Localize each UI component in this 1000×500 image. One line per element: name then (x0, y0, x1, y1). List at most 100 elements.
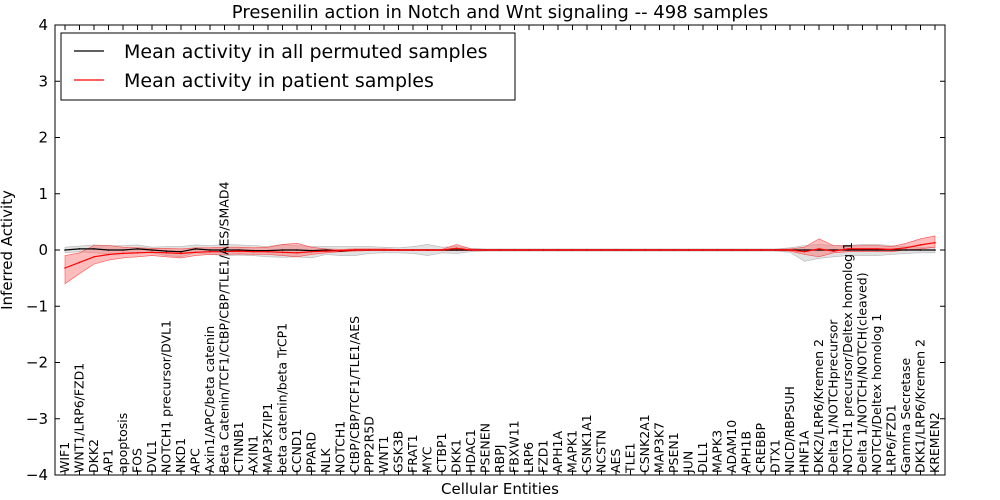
x-tick-label: KREMEN2 (927, 412, 942, 473)
series-1-point (644, 249, 646, 251)
series-0-point (803, 249, 806, 251)
x-tick-label: ADAM10 (724, 420, 739, 473)
x-tick-label: AXIN1 (246, 435, 261, 473)
series-0-point (919, 249, 922, 251)
legend-label-permuted: Mean activity in all permuted samples (124, 41, 487, 63)
series-1-point (93, 255, 95, 258)
series-1-point (934, 241, 936, 244)
x-tick-label: NOTCH1 precursor/Deltex homolog 1 (840, 242, 855, 473)
y-tick-label: 2 (38, 129, 48, 147)
series-1-point (64, 267, 66, 269)
series-1-point (513, 249, 516, 251)
x-tick-label: PPARD (304, 432, 319, 473)
series-0-point (78, 248, 81, 250)
series-1-point (441, 249, 443, 251)
x-tick-label: FZD1 (536, 440, 551, 473)
x-axis-label: Cellular Entities (441, 480, 559, 498)
series-1-point (455, 247, 458, 250)
series-1-point (687, 249, 690, 251)
y-tick-label: −4 (26, 466, 48, 484)
x-tick-label: Delta 1/NOTCH/NOTCH(cleaved) (855, 272, 870, 473)
series-0-point (238, 249, 240, 251)
series-1-point (716, 249, 719, 251)
x-tick-label: LRP6 (521, 442, 536, 473)
series-1-point (397, 249, 400, 251)
series-0-point (209, 249, 211, 251)
x-tick-label: AP1 (101, 449, 116, 473)
x-tick-label: WIF1 (57, 442, 72, 473)
series-1-point (731, 249, 733, 251)
series-0-point (223, 249, 226, 251)
x-tick-label: WNT1 (376, 436, 391, 473)
series-1-point (354, 249, 356, 251)
x-tick-label: PPP2R5D (362, 416, 377, 473)
x-tick-label: CSNK1A1 (579, 414, 594, 473)
series-1-point (470, 249, 472, 251)
series-0-point (818, 249, 820, 251)
series-1-point (238, 250, 240, 252)
x-tick-label: CCND1 (289, 429, 304, 473)
y-tick-label: 1 (38, 185, 48, 203)
series-1-point (774, 249, 777, 251)
line-layer (64, 241, 936, 269)
series-1-point (919, 244, 922, 246)
series-0-point (107, 249, 110, 251)
y-tick-label: 3 (38, 72, 48, 90)
series-0-point (151, 249, 153, 251)
y-tick-label: 4 (38, 16, 48, 34)
y-tick-label: −3 (26, 410, 48, 428)
x-tick-label: FRAT1 (405, 434, 420, 473)
series-0-point (934, 249, 936, 251)
series-1-point (702, 249, 704, 251)
x-tick-label: HNF1A (797, 430, 812, 473)
series-1-point (223, 250, 226, 253)
x-tick-label: MAPK1 (565, 430, 580, 473)
x-tick-label: DKK2/LRP6/Kremen 2 (811, 339, 826, 473)
series-1-point (151, 251, 153, 254)
x-tick-label: CSNK2A1 (637, 414, 652, 473)
series-1-point (78, 261, 81, 264)
series-1-point (412, 249, 414, 251)
y-tick-label: −1 (26, 297, 48, 315)
x-tick-label: Delta 1/NOTCHprecursor (826, 319, 841, 473)
series-1-point (745, 249, 748, 251)
x-tick-label: PSEN1 (666, 432, 681, 473)
series-1-point (876, 248, 878, 250)
x-tick-label: DKK2 (86, 439, 101, 473)
series-1-point (673, 249, 675, 251)
series-1-point (267, 250, 269, 253)
legend-label-patient: Mean activity in patient samples (124, 70, 434, 92)
series-1-point (180, 252, 182, 255)
x-tick-label: NLK (318, 448, 333, 473)
x-tick-label: APH1B (739, 431, 754, 473)
x-tick-label: AES (608, 449, 623, 473)
x-tick-label: CTNNB1 (231, 421, 246, 473)
series-1-point (310, 250, 313, 253)
x-tick-label: FOS (130, 448, 145, 473)
x-tick-label: DVL1 (144, 440, 159, 473)
x-tick-label: GSK3B (391, 431, 406, 473)
x-tick-label: HDAC1 (463, 429, 478, 473)
x-tick-label: DLL1 (695, 441, 710, 473)
series-1-point (499, 249, 501, 251)
y-axis: −4 −3 −2 −1 0 1 2 3 4 (26, 16, 945, 484)
series-0-point (136, 248, 139, 250)
x-tick-label: TLE1 (623, 443, 638, 474)
series-1-point (122, 252, 124, 255)
x-tick-label: Beta Catenin/TCF1/CtBP/CBP/TLE1/AES/SMAD… (217, 182, 232, 473)
series-0-point (905, 249, 907, 251)
series-0-point (281, 249, 284, 251)
x-tick-label: NOTCH1 (333, 421, 348, 473)
series-1-point (861, 248, 864, 250)
series-1-point (890, 248, 893, 251)
series-0-point (64, 249, 66, 251)
series-1-point (136, 252, 139, 254)
series-1-point (658, 249, 661, 251)
x-tick-label: MAP3K7 (652, 422, 667, 473)
x-tick-label: NOTCH1 precursor/DVL1 (159, 320, 174, 473)
series-1-point (165, 252, 168, 254)
series-1-point (629, 249, 632, 251)
series-1-point (571, 249, 574, 251)
series-0-point (165, 250, 168, 252)
series-0-point (296, 249, 298, 251)
